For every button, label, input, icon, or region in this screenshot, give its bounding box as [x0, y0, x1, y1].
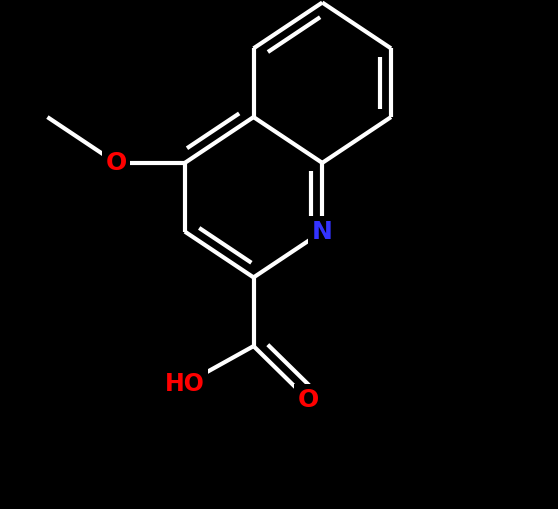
Text: O: O — [105, 151, 127, 175]
Text: O: O — [297, 387, 319, 412]
Text: N: N — [312, 219, 333, 244]
Text: HO: HO — [165, 372, 205, 397]
